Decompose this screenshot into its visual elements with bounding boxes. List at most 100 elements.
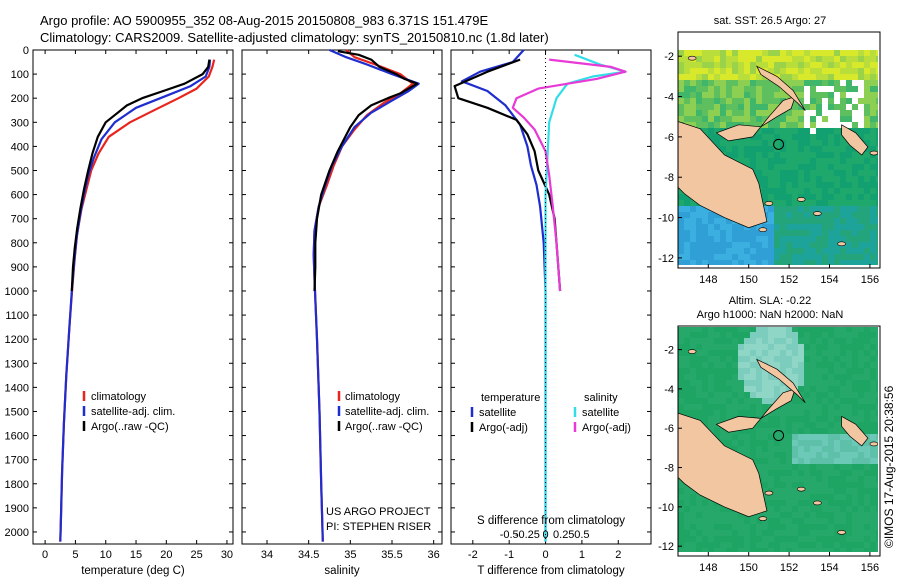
map-cell	[732, 536, 739, 543]
map-cell	[762, 260, 769, 265]
map-cell	[678, 392, 685, 399]
map-cell	[750, 152, 757, 159]
map-cell	[786, 164, 793, 171]
map-cell	[714, 62, 721, 69]
map-cell	[744, 440, 751, 447]
map-cell	[708, 362, 715, 369]
map-cell	[720, 542, 727, 549]
map-cell	[768, 242, 775, 249]
map-cell	[822, 170, 829, 177]
map-cell	[864, 92, 871, 99]
map-cell	[762, 470, 769, 477]
x-tick-label: 25	[191, 549, 203, 561]
y-tick-label: 1300	[5, 358, 29, 370]
map-cell	[834, 500, 841, 507]
map-cell	[852, 218, 859, 225]
map-cell	[732, 374, 739, 381]
map-cell	[870, 398, 877, 405]
map-cell	[870, 242, 877, 249]
map-cell	[876, 512, 878, 519]
map-cell	[852, 488, 859, 495]
map-cell	[816, 476, 823, 483]
map-cell	[858, 374, 865, 381]
map-cell	[816, 50, 823, 51]
map-cell	[804, 327, 811, 333]
map-cell	[756, 470, 763, 477]
map-cell	[864, 104, 871, 111]
map-cell	[786, 218, 793, 225]
map-cell	[846, 398, 853, 405]
map-cell	[792, 158, 799, 165]
map-cell	[762, 50, 769, 57]
map-cell	[876, 344, 878, 351]
map-cell	[786, 548, 793, 552]
map-cell	[744, 146, 751, 153]
map-cell	[852, 194, 859, 201]
map-cell	[816, 344, 823, 351]
map-cell	[768, 152, 775, 159]
map-cell	[762, 458, 769, 465]
legend-label: Argo(-adj)	[582, 422, 631, 434]
map-cell	[708, 56, 715, 63]
map-cell	[834, 428, 841, 435]
map-cell	[750, 428, 757, 435]
y-tick-label: 1500	[5, 406, 29, 418]
map-cell	[720, 440, 727, 447]
x-tick-label: 0	[42, 549, 48, 561]
map-cell	[852, 506, 859, 513]
map-cell	[702, 398, 709, 405]
map-cell	[678, 410, 685, 417]
map-cell	[798, 362, 805, 369]
map-cell	[858, 548, 865, 552]
map-cell	[708, 80, 715, 87]
map-cell	[828, 86, 835, 93]
map-cell	[810, 512, 817, 519]
map-cell	[690, 116, 697, 123]
land-island	[869, 441, 878, 447]
map-cell	[852, 224, 859, 231]
map-cell	[720, 86, 727, 93]
map-cell	[714, 404, 721, 411]
map-cell	[750, 98, 757, 105]
map-cell	[816, 218, 823, 225]
map-cell	[750, 374, 757, 381]
map-cell	[756, 266, 763, 273]
map-cell	[762, 548, 769, 552]
map-cell	[852, 236, 859, 243]
map-cell	[852, 248, 859, 255]
map-cell	[690, 224, 697, 231]
map-x-tick-label: 152	[780, 562, 798, 574]
map-cell	[822, 440, 829, 447]
map-cell	[876, 416, 878, 423]
map-cell	[744, 344, 751, 351]
map-cell	[684, 368, 691, 375]
map-cell	[732, 554, 739, 561]
map-cell	[762, 122, 769, 129]
map-cell	[786, 446, 793, 453]
sst-map-title: sat. SST: 26.5 Argo: 27	[714, 15, 827, 27]
map-cell	[714, 254, 721, 261]
map-cell	[876, 62, 878, 69]
map-cell	[762, 422, 769, 429]
map-cell	[852, 356, 859, 363]
map-cell	[876, 338, 878, 345]
map-cell	[726, 50, 733, 51]
map-cell	[684, 398, 691, 405]
map-cell	[858, 356, 865, 363]
map-cell	[834, 488, 841, 495]
map-cell	[726, 380, 733, 387]
map-cell	[786, 212, 793, 219]
map-cell	[684, 554, 691, 561]
map-cell	[834, 470, 841, 477]
map-cell	[780, 524, 787, 531]
map-cell	[726, 254, 733, 261]
map-cell	[792, 416, 799, 423]
map-cell	[696, 332, 703, 339]
map-cell	[804, 248, 811, 255]
map-cell	[756, 260, 763, 265]
map-cell	[870, 446, 877, 453]
map-cell	[852, 404, 859, 411]
map-cell	[852, 254, 859, 261]
map-cell	[804, 548, 811, 552]
map-cell	[798, 266, 805, 273]
